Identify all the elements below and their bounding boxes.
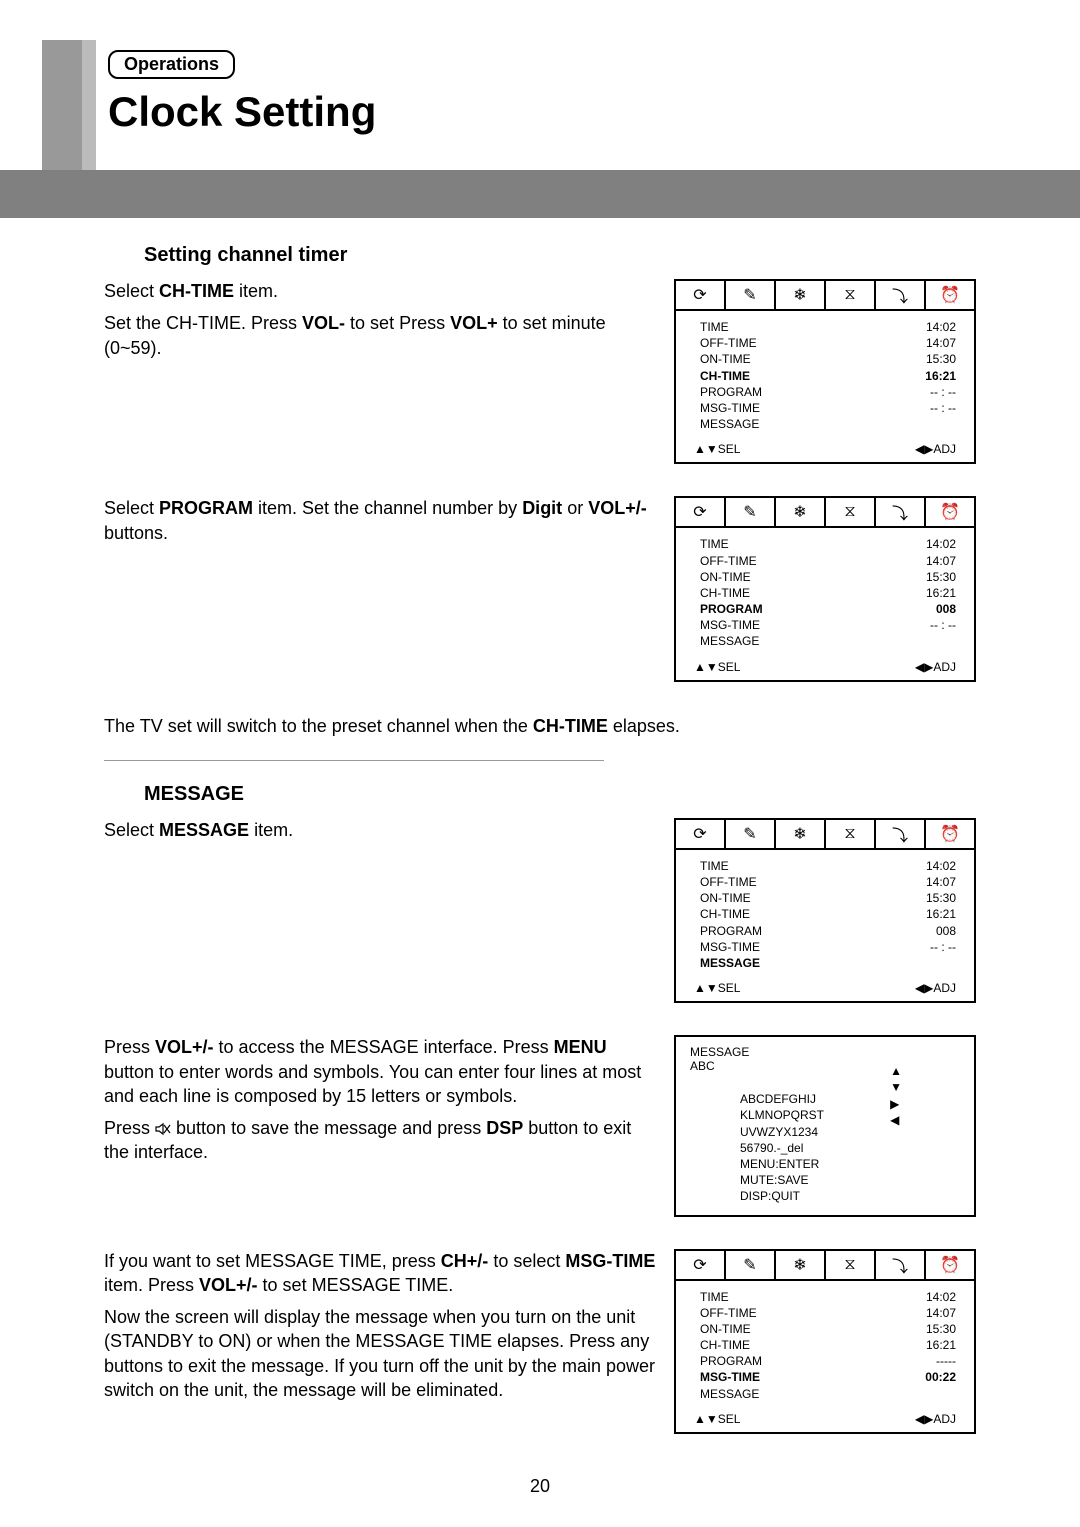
osd-tab-icon: ❄ [776, 1251, 826, 1279]
para-msgtime: If you want to set MESSAGE TIME, press C… [104, 1249, 656, 1298]
page-number: 20 [0, 1476, 1080, 1497]
osd-tab-icon: ⤵ [876, 820, 926, 848]
osd-tab-icon: ⟳ [676, 1251, 726, 1279]
subsection-message: MESSAGE [144, 783, 984, 806]
osd-tab-icon: ⤵ [876, 498, 926, 526]
osd-sel-label: ▲▼SEL [694, 442, 740, 456]
osd-tab-icon: ❄ [776, 281, 826, 309]
osd-tab-icon: ❄ [776, 498, 826, 526]
osd-screen-3: ⟳ ✎ ❄ ⧖ ⤵ ⏰ TIME14:02 OFF-TIME14:07 ON-T… [674, 818, 976, 1003]
osd-tab-icon: ✎ [726, 820, 776, 848]
osd-tab-icon: ⤵ [876, 1251, 926, 1279]
para-message-interface: Press VOL+/- to access the MESSAGE inter… [104, 1035, 656, 1108]
osd-tab-icon: ❄ [776, 820, 826, 848]
para-save-exit: Press button to save the message and pre… [104, 1116, 656, 1165]
para-display-message: Now the screen will display the message … [104, 1305, 656, 1402]
msgbox-text: ABC [690, 1059, 960, 1073]
osd-adj-label: ◀▶ADJ [915, 442, 956, 456]
osd-screen-1: ⟳ ✎ ❄ ⧖ ⤵ ⏰ TIME14:02 OFF-TIME14:07 ON-T… [674, 279, 976, 464]
osd-tab-icon: ⧖ [826, 498, 876, 526]
para-select-program: Select PROGRAM item. Set the channel num… [104, 496, 656, 545]
osd-tab-icon: ✎ [726, 1251, 776, 1279]
osd-tab-icon: ⏰ [926, 820, 974, 848]
msgbox-keyboard: ABCDEFGHIJ KLMNOPQRST UVWZYX1234 56790.-… [740, 1091, 960, 1204]
osd-tab-icon: ⤵ [876, 281, 926, 309]
osd-tab-icon: ✎ [726, 498, 776, 526]
osd-tab-icon: ⟳ [676, 820, 726, 848]
subsection-channel-timer: Setting channel timer [144, 244, 984, 267]
osd-tab-icon: ✎ [726, 281, 776, 309]
osd-tab-icon: ⏰ [926, 1251, 974, 1279]
para-chtime-elapses: The TV set will switch to the preset cha… [104, 714, 984, 738]
osd-screen-2: ⟳ ✎ ❄ ⧖ ⤵ ⏰ TIME14:02 OFF-TIME14:07 ON-T… [674, 496, 976, 681]
para-select-chtime: Select CH-TIME item. [104, 279, 656, 303]
osd-sel-label: ▲▼SEL [694, 981, 740, 995]
osd-screen-4: ⟳ ✎ ❄ ⧖ ⤵ ⏰ TIME14:02 OFF-TIME14:07 ON-T… [674, 1249, 976, 1434]
osd-adj-label: ◀▶ADJ [915, 981, 956, 995]
msgbox-arrows: ▲ ▼ ▶ ◀ [890, 1063, 902, 1128]
header-left-bar-2 [82, 40, 96, 170]
mute-icon [155, 1118, 171, 1132]
osd-adj-label: ◀▶ADJ [915, 1412, 956, 1426]
osd-tab-icon: ⧖ [826, 820, 876, 848]
message-editor-screen: MESSAGE ABC ABCDEFGHIJ KLMNOPQRST UVWZYX… [674, 1035, 976, 1216]
section-divider [104, 760, 604, 761]
para-set-chtime: Set the CH-TIME. Press VOL- to set Press… [104, 311, 656, 360]
para-select-message: Select MESSAGE item. [104, 818, 656, 842]
osd-sel-label: ▲▼SEL [694, 1412, 740, 1426]
osd-tab-icon: ⏰ [926, 281, 974, 309]
header-band [0, 170, 1080, 218]
header-left-bar [42, 40, 82, 170]
section-tag: Operations [108, 50, 235, 79]
osd-tab-icon: ⧖ [826, 1251, 876, 1279]
page-title: Clock Setting [108, 88, 376, 136]
osd-tab-icon: ⧖ [826, 281, 876, 309]
osd-sel-label: ▲▼SEL [694, 660, 740, 674]
osd-tab-icon: ⏰ [926, 498, 974, 526]
osd-tab-icon: ⟳ [676, 281, 726, 309]
osd-adj-label: ◀▶ADJ [915, 660, 956, 674]
msgbox-title: MESSAGE [690, 1045, 960, 1059]
content-area: Setting channel timer Select CH-TIME ite… [104, 240, 984, 1466]
osd-tab-icon: ⟳ [676, 498, 726, 526]
